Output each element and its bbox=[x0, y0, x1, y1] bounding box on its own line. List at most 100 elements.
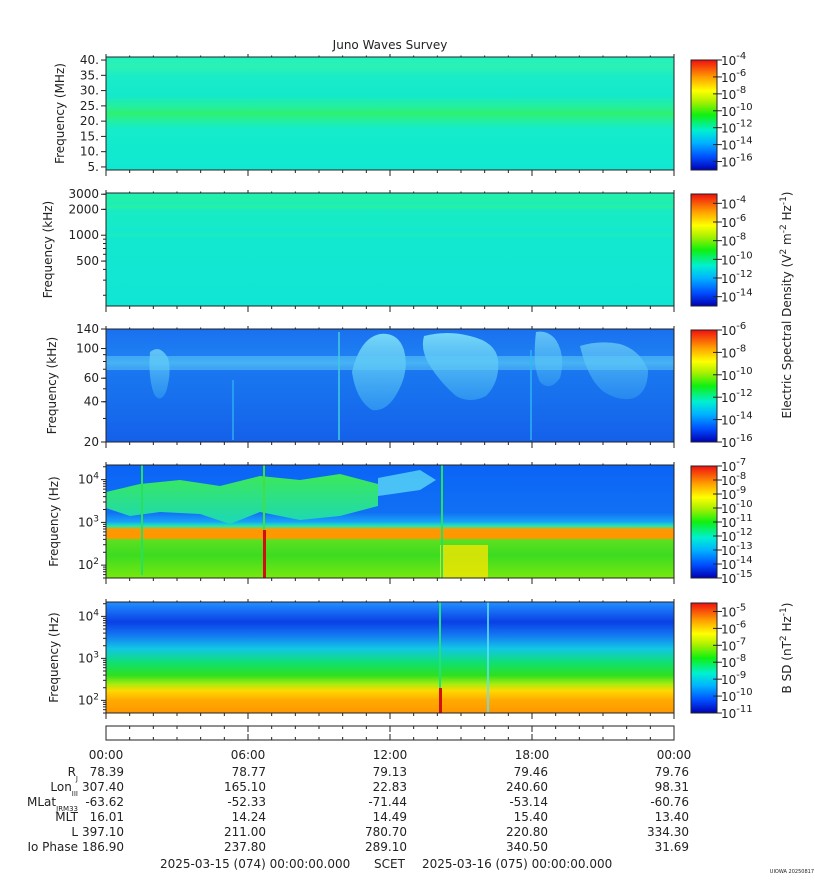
colorbar-tick-label: 10-11 bbox=[721, 704, 753, 721]
ephemeris-value: 22.83 bbox=[373, 780, 407, 794]
colorbar-tick-label: 10-8 bbox=[721, 232, 746, 249]
colorbar-title-electric: Electric Spectral Density (V2 m-2 Hz-1) bbox=[779, 191, 794, 418]
ephemeris-value: 307.40 bbox=[82, 780, 124, 794]
ephemeris-row-label: RJ bbox=[68, 765, 78, 783]
ephemeris-value: 14.24 bbox=[232, 810, 266, 824]
colorbar-tick-label: 10-11 bbox=[721, 513, 753, 530]
panel-bsd-hz-emission-features bbox=[439, 602, 489, 713]
ephemeris-value: -53.14 bbox=[509, 795, 548, 809]
ephemeris-value: 240.60 bbox=[506, 780, 548, 794]
colorbar-tick-label: 10-8 bbox=[721, 85, 746, 102]
ephemeris-value: 98.31 bbox=[655, 780, 689, 794]
colorbar-tick-label: 10-7 bbox=[721, 636, 746, 653]
time-axis: 00:00 06:00 12:00 18:00 00:00 bbox=[89, 725, 692, 762]
ephemeris-value: 220.80 bbox=[506, 825, 548, 839]
y-tick-label: 60 bbox=[84, 371, 99, 385]
y-tick-label: 102 bbox=[78, 557, 99, 572]
panel-bsd-hz-colorbar bbox=[690, 602, 718, 714]
colorbar-tick-label: 10-6 bbox=[721, 213, 746, 230]
y-tick-label: 3000 bbox=[68, 187, 99, 201]
chart-title: Juno Waves Survey bbox=[332, 38, 448, 52]
y-tick-label: 20. bbox=[80, 114, 99, 128]
y-tick-label: 1000 bbox=[68, 228, 99, 242]
ephemeris-value: 16.01 bbox=[90, 810, 124, 824]
panel-bsd-hz-spectrogram bbox=[106, 602, 674, 713]
ephemeris-value: 79.76 bbox=[655, 765, 689, 779]
panel-lfr-hz-ylabel: Frequency (Hz) bbox=[47, 476, 61, 567]
ephemeris-value: 31.69 bbox=[655, 840, 689, 854]
panel-hfr-khz-ylabel: Frequency (kHz) bbox=[41, 201, 55, 298]
panel-hfr-mhz: 5.10.15.20.25.30.35.40. Frequency (MHz) … bbox=[53, 51, 753, 176]
ephemeris-value: 13.40 bbox=[655, 810, 689, 824]
y-tick-label: 15. bbox=[80, 129, 99, 143]
colorbar-tick-label: 10-14 bbox=[721, 555, 753, 572]
colorbar-tick-label: 10-9 bbox=[721, 670, 746, 687]
credit-stamp: UIOWA 20250817 bbox=[770, 869, 814, 875]
time-tick-label: 00:00 bbox=[657, 748, 692, 762]
colorbar-tick-label: 10-10 bbox=[721, 366, 753, 383]
scet-label: SCET bbox=[374, 857, 406, 871]
colorbar-tick-label: 10-14 bbox=[721, 136, 753, 153]
y-tick-label: 35. bbox=[80, 68, 99, 82]
ephemeris-row-label: MLatJRM33 bbox=[27, 795, 78, 813]
colorbar-tick-label: 10-10 bbox=[721, 102, 753, 119]
ephemeris-value: -52.33 bbox=[227, 795, 266, 809]
colorbar-tick-label: 10-16 bbox=[721, 433, 753, 450]
panel-hfr-khz-spectrogram bbox=[106, 193, 674, 306]
ephemeris-row-label: Io Phase bbox=[27, 840, 78, 854]
ephemeris-value: 334.30 bbox=[647, 825, 689, 839]
panel-hfr-mhz-ylabel: Frequency (MHz) bbox=[53, 63, 67, 164]
colorbar-tick-label: 10-8 bbox=[721, 343, 746, 360]
y-tick-label: 30. bbox=[80, 84, 99, 98]
ephemeris-value: 340.50 bbox=[506, 840, 548, 854]
panel-hfr-mhz-colorbar bbox=[690, 59, 718, 171]
colorbar-tick-label: 10-13 bbox=[721, 541, 753, 558]
colorbar-tick-label: 10-10 bbox=[721, 687, 753, 704]
ephemeris-value: -60.76 bbox=[650, 795, 689, 809]
time-tick-label: 00:00 bbox=[89, 748, 124, 762]
colorbar-tick-label: 10-4 bbox=[721, 194, 746, 211]
y-tick-label: 10. bbox=[80, 145, 99, 159]
panel-hfr-mhz-spectrogram bbox=[106, 57, 674, 170]
ephemeris-value: 15.40 bbox=[514, 810, 548, 824]
panel-lfr-khz: 140 100 60 40 20 Frequency (kHz) 10-6 10-8 10-… bbox=[45, 321, 753, 450]
colorbar-tick-label: 10-12 bbox=[721, 269, 753, 286]
colorbar-tick-label: 10-15 bbox=[721, 569, 753, 586]
ephemeris-row-label: L bbox=[71, 825, 78, 839]
colorbar-tick-label: 10-12 bbox=[721, 388, 753, 405]
y-tick-label: 25. bbox=[80, 99, 99, 113]
ephemeris-value: 186.90 bbox=[82, 840, 124, 854]
time-tick-label: 06:00 bbox=[231, 748, 266, 762]
colorbar-tick-label: 10-4 bbox=[721, 51, 746, 68]
y-tick-label: 104 bbox=[78, 472, 99, 487]
y-tick-label: 500 bbox=[76, 254, 99, 268]
y-tick-label: 103 bbox=[78, 650, 99, 665]
panel-lfr-khz-emission-features bbox=[106, 331, 674, 440]
y-tick-label: 2000 bbox=[68, 202, 99, 216]
y-tick-label: 104 bbox=[78, 608, 99, 623]
time-tick-label: 18:00 bbox=[515, 748, 550, 762]
ephemeris-value: 289.10 bbox=[365, 840, 407, 854]
panel-hfr-khz-colorbar bbox=[690, 193, 718, 307]
y-tick-label: 5. bbox=[88, 160, 99, 174]
ephemeris-value: 79.46 bbox=[514, 765, 548, 779]
colorbar-tick-label: 10-6 bbox=[721, 321, 746, 338]
ephemeris-value: 78.39 bbox=[90, 765, 124, 779]
colorbar-tick-label: 10-10 bbox=[721, 250, 753, 267]
y-tick-label: 103 bbox=[78, 514, 99, 529]
colorbar-tick-label: 10-8 bbox=[721, 471, 746, 488]
end-time: 2025-03-16 (075) 00:00:00.000 bbox=[422, 857, 612, 871]
ephemeris-row-label: LonIII bbox=[50, 780, 78, 798]
ephemeris-value: 211.00 bbox=[224, 825, 266, 839]
y-tick-label: 40. bbox=[80, 53, 99, 67]
colorbar-tick-label: 10-12 bbox=[721, 119, 753, 136]
ephemeris-value: 78.77 bbox=[232, 765, 266, 779]
colorbar-tick-label: 10-6 bbox=[721, 619, 746, 636]
ephemeris-row-label: MLT bbox=[55, 810, 78, 824]
ephemeris-value: 14.49 bbox=[373, 810, 407, 824]
